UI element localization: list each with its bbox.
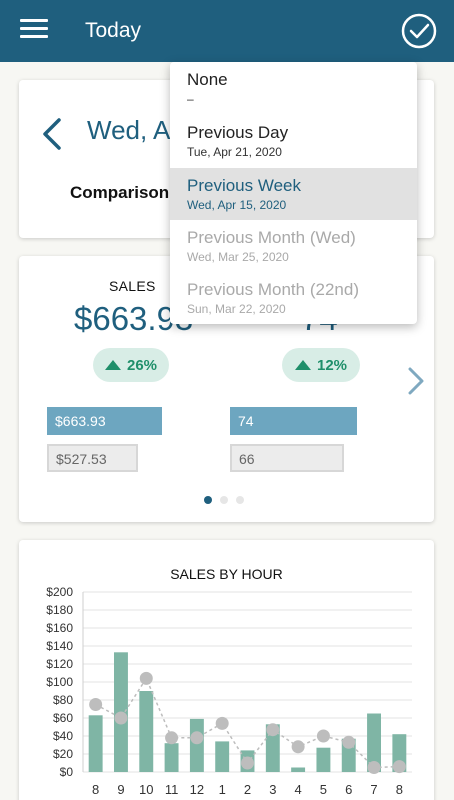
sales-previous-bar: $527.53 [47, 444, 138, 472]
comparison-label: Comparison: [70, 183, 175, 202]
y-tick-label: $140 [46, 639, 73, 653]
bar [215, 741, 230, 772]
x-tick-label: 5 [320, 782, 327, 797]
sales-by-hour-chart: $0 $20 $40 $60 $80 $100 $120 $140 $160 $180 $200 8 9… [46, 585, 412, 797]
comparison-point [367, 761, 381, 774]
y-tick-label: $40 [53, 729, 73, 743]
bar [291, 767, 306, 772]
option-label: Previous Day [187, 123, 289, 142]
x-tick-label: 12 [190, 782, 204, 797]
comparison-point [316, 729, 330, 743]
y-tick-label: $160 [46, 621, 73, 635]
option-label: Previous Week [187, 176, 302, 195]
dropdown-option-none[interactable]: None – [170, 62, 417, 114]
x-tick-label: 2 [244, 782, 251, 797]
comparison-dropdown: None – Previous Day Tue, Apr 21, 2020 Pr… [170, 62, 417, 324]
hamburger-menu-icon[interactable] [20, 19, 48, 41]
second-change-value: 12% [316, 356, 348, 374]
bar [367, 713, 381, 772]
y-tick-label: $180 [46, 603, 73, 617]
x-tick-label: 4 [294, 782, 301, 797]
page-dot[interactable] [204, 496, 212, 504]
y-tick-label: $80 [53, 693, 73, 707]
y-tick-label: $120 [46, 657, 73, 671]
dropdown-option-previous-day[interactable]: Previous Day Tue, Apr 21, 2020 [170, 115, 417, 167]
option-sublabel: Tue, Apr 21, 2020 [187, 145, 282, 159]
y-tick-label: $0 [60, 765, 74, 779]
page-title: Today [85, 19, 142, 42]
option-sublabel: Wed, Apr 15, 2020 [187, 198, 287, 212]
page-indicator [204, 496, 244, 504]
x-tick-label: 8 [92, 782, 99, 797]
sales-change-value: 26% [126, 356, 158, 374]
y-tick-label: $60 [53, 711, 73, 725]
comparison-point [139, 671, 153, 685]
comparison-point [241, 756, 254, 770]
second-change-badge: 12% [282, 348, 360, 382]
option-label: Previous Month (Wed) [187, 228, 356, 247]
chart-title: SALES BY HOUR [170, 566, 283, 582]
x-tick-label: 11 [165, 782, 179, 797]
sales-by-hour-card: SALES BY HOUR $0 $20 $40 $60 $80 $100 $120 $140… [19, 540, 434, 800]
bar [189, 718, 204, 772]
option-sublabel: Wed, Mar 25, 2020 [187, 250, 289, 264]
option-sublabel: Sun, Mar 22, 2020 [187, 302, 286, 316]
comparison-point [392, 760, 406, 774]
comparison-point [89, 698, 103, 711]
comparison-point [291, 740, 305, 754]
chevron-left-icon[interactable] [39, 116, 65, 152]
comparison-point [114, 711, 128, 725]
comparison-point [342, 735, 356, 749]
comparison-point [266, 723, 280, 737]
x-tick-label: 9 [117, 782, 124, 797]
check-circle-icon[interactable] [401, 13, 437, 49]
x-tick-label: 7 [370, 782, 377, 797]
bar [88, 715, 103, 772]
arrow-up-icon [294, 360, 311, 370]
dropdown-option-previous-month-22nd[interactable]: Previous Month (22nd) Sun, Mar 22, 2020 [170, 272, 417, 324]
option-label: None [187, 70, 228, 89]
sales-current-bar: $663.93 [47, 407, 162, 435]
page-dot[interactable] [220, 496, 228, 504]
option-sublabel: – [187, 92, 194, 106]
comparison-point [215, 716, 229, 730]
top-app-bar: Today [0, 0, 454, 62]
page-dot[interactable] [236, 496, 244, 504]
bar [265, 724, 280, 772]
y-tick-label: $200 [46, 585, 73, 599]
dropdown-option-previous-week[interactable]: Previous Week Wed, Apr 15, 2020 [170, 168, 417, 220]
bar [164, 743, 179, 772]
bar [139, 691, 154, 772]
y-tick-label: $20 [53, 747, 73, 761]
y-tick-label: $100 [46, 675, 73, 689]
comparison-point [190, 731, 204, 745]
second-previous-bar: 66 [230, 444, 344, 472]
x-tick-label: 6 [345, 782, 352, 797]
option-label: Previous Month (22nd) [187, 280, 359, 299]
dropdown-option-previous-month-wed[interactable]: Previous Month (Wed) Wed, Mar 25, 2020 [170, 220, 417, 272]
comparison-point [165, 731, 179, 745]
sales-change-badge: 26% [93, 348, 169, 382]
arrow-up-icon [104, 360, 121, 370]
chevron-right-icon[interactable] [404, 366, 428, 396]
sales-metric-title: SALES [109, 278, 156, 294]
x-tick-label: 3 [269, 782, 276, 797]
selected-date[interactable]: Wed, Ap [87, 115, 185, 145]
x-tick-label: 10 [139, 782, 153, 797]
bar [316, 747, 331, 772]
x-tick-label: 1 [219, 782, 226, 797]
second-current-bar: 74 [230, 407, 357, 435]
x-tick-label: 8 [396, 782, 403, 797]
